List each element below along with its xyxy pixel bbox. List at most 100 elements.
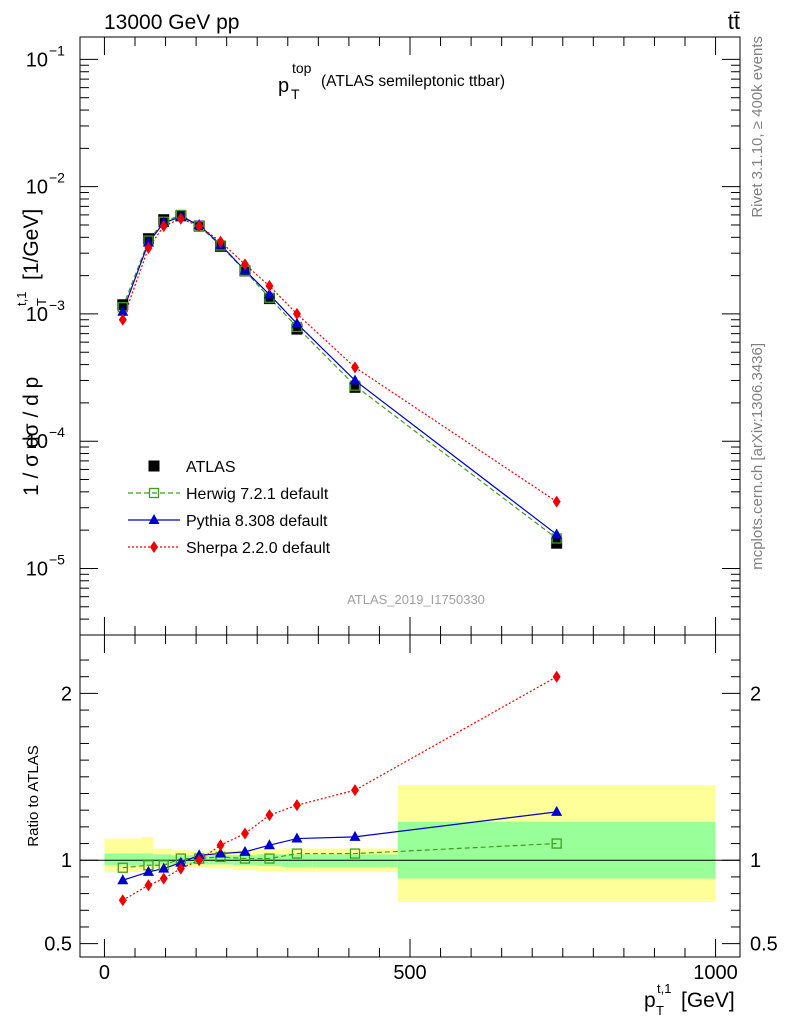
legend-label: Pythia 8.308 default	[186, 513, 328, 530]
ratio-x-tick-label: 0	[99, 962, 110, 984]
marker-diamond	[144, 241, 153, 254]
legend-label: ATLAS	[186, 459, 236, 476]
marker-open-square	[551, 838, 562, 849]
main-y-tick-label: 10	[26, 431, 48, 453]
main-y-label: 1 / σ dσ / d p t,1 T [1/GeV]	[14, 209, 49, 496]
marker-diamond	[216, 235, 225, 248]
x-label-sub: T	[656, 1003, 664, 1018]
plot-title: p	[278, 75, 289, 97]
marker-diamond	[216, 839, 225, 852]
marker-triangle	[263, 839, 275, 850]
ratio-y-tick-label-right: 2	[750, 683, 761, 705]
marker-triangle	[239, 845, 251, 856]
marker-open-square	[349, 848, 361, 859]
x-label-p: p	[644, 989, 656, 1012]
marker-diamond	[176, 212, 185, 225]
marker-diamond	[159, 872, 168, 885]
ratio-y-tick-label: 2	[61, 683, 72, 705]
main-y-tick-label: 10	[26, 177, 48, 199]
ratio-y-tick-label-right: 0.5	[750, 934, 778, 956]
marker-triangle	[291, 832, 303, 843]
marker-open-square	[117, 862, 128, 873]
marker-diamond	[118, 313, 127, 326]
marker-triangle	[142, 236, 154, 247]
marker-open-square	[264, 853, 275, 864]
legend: ATLAS Herwig 7.2.1 default Pythia 8.308 de…	[128, 459, 331, 557]
ratio-y-tick-label: 1	[61, 850, 72, 872]
marker-diamond	[150, 541, 158, 553]
main-panel: 10−110−210−310−410−5 p top T (ATLAS semi…	[14, 36, 741, 636]
marker-diamond	[265, 809, 274, 822]
marker-diamond	[195, 854, 204, 867]
rivet-version-label: Rivet 3.1.10, ≥ 400k events	[749, 36, 766, 218]
main-y-tick-exponent: −2	[49, 170, 65, 186]
energy-label: 13000 GeV pp	[104, 11, 239, 34]
marker-triangle	[215, 847, 227, 858]
legend-label: Sherpa 2.2.0 default	[186, 540, 331, 557]
ratio-band-inner	[104, 853, 142, 866]
marker-triangle	[148, 514, 160, 524]
main-tick-group: 10−110−210−310−410−5	[26, 37, 740, 636]
ratio-tick-group: 0 500 1000 0.5 0.5 1 1 2 2	[44, 635, 778, 984]
x-label-sup: t,1	[657, 981, 671, 996]
main-y-label-text: 1 / σ dσ / d p	[20, 377, 43, 496]
marker-square	[148, 460, 160, 472]
legend-label: Herwig 7.2.1 default	[186, 486, 329, 503]
marker-diamond	[176, 862, 185, 875]
marker-triangle	[117, 874, 129, 885]
marker-diamond	[292, 307, 301, 320]
marker-triangle	[142, 865, 154, 876]
marker-diamond	[159, 220, 168, 233]
main-y-tick-exponent: −3	[49, 297, 65, 313]
ratio-band-group	[104, 785, 716, 902]
plot-title-rest: (ATLAS semileptonic ttbar)	[321, 73, 505, 90]
marker-diamond	[195, 220, 204, 233]
marker-triangle	[158, 862, 170, 873]
ratio-x-tick-label: 500	[393, 962, 426, 984]
marker-diamond	[552, 495, 561, 508]
marker-diamond	[351, 784, 359, 797]
marker-triangle	[349, 374, 361, 385]
main-y-tick-label: 10	[26, 558, 48, 580]
marker-diamond	[241, 258, 249, 271]
main-y-label-sup: t,1	[14, 292, 29, 306]
main-frame	[79, 36, 741, 636]
main-series-group	[117, 209, 563, 549]
main-y-tick-exponent: −5	[49, 551, 65, 567]
main-y-tick-label: 10	[26, 49, 48, 71]
main-y-tick-label: 10	[26, 304, 48, 326]
marker-triangle	[551, 805, 563, 816]
ratio-band-inner	[153, 854, 172, 865]
ratio-x-tick-label: 1000	[693, 962, 738, 984]
x-label-unit: [GeV]	[681, 989, 735, 1012]
marker-open-square	[291, 848, 303, 859]
marker-diamond	[292, 799, 301, 812]
marker-triangle	[551, 528, 563, 539]
ratio-band-inner	[397, 821, 716, 879]
marker-diamond	[241, 827, 249, 840]
marker-diamond	[552, 670, 561, 683]
main-y-label-unit: [1/GeV]	[20, 209, 43, 280]
marker-square	[117, 299, 129, 311]
ratio-series-group	[117, 670, 563, 907]
plot-title-p: p	[278, 75, 289, 97]
ratio-y-tick-label: 0.5	[44, 934, 72, 956]
main-y-label-sub: T	[34, 298, 49, 306]
process-label: tt̄	[728, 9, 740, 34]
marker-triangle	[175, 856, 187, 867]
marker-diamond	[265, 279, 274, 292]
main-y-tick-exponent: −1	[49, 42, 65, 58]
marker-diamond	[351, 361, 359, 374]
marker-square	[291, 323, 303, 335]
marker-triangle	[349, 830, 361, 841]
ratio-y-label: Ratio to ATLAS	[25, 745, 42, 846]
analysis-label: ATLAS_2019_I1750330	[347, 592, 485, 607]
marker-triangle	[263, 288, 275, 299]
marker-triangle	[291, 317, 303, 328]
marker-square	[263, 293, 275, 305]
marker-triangle	[193, 849, 205, 860]
main-y-tick-exponent: −4	[49, 424, 65, 440]
plot-title-sub: T	[291, 86, 300, 102]
